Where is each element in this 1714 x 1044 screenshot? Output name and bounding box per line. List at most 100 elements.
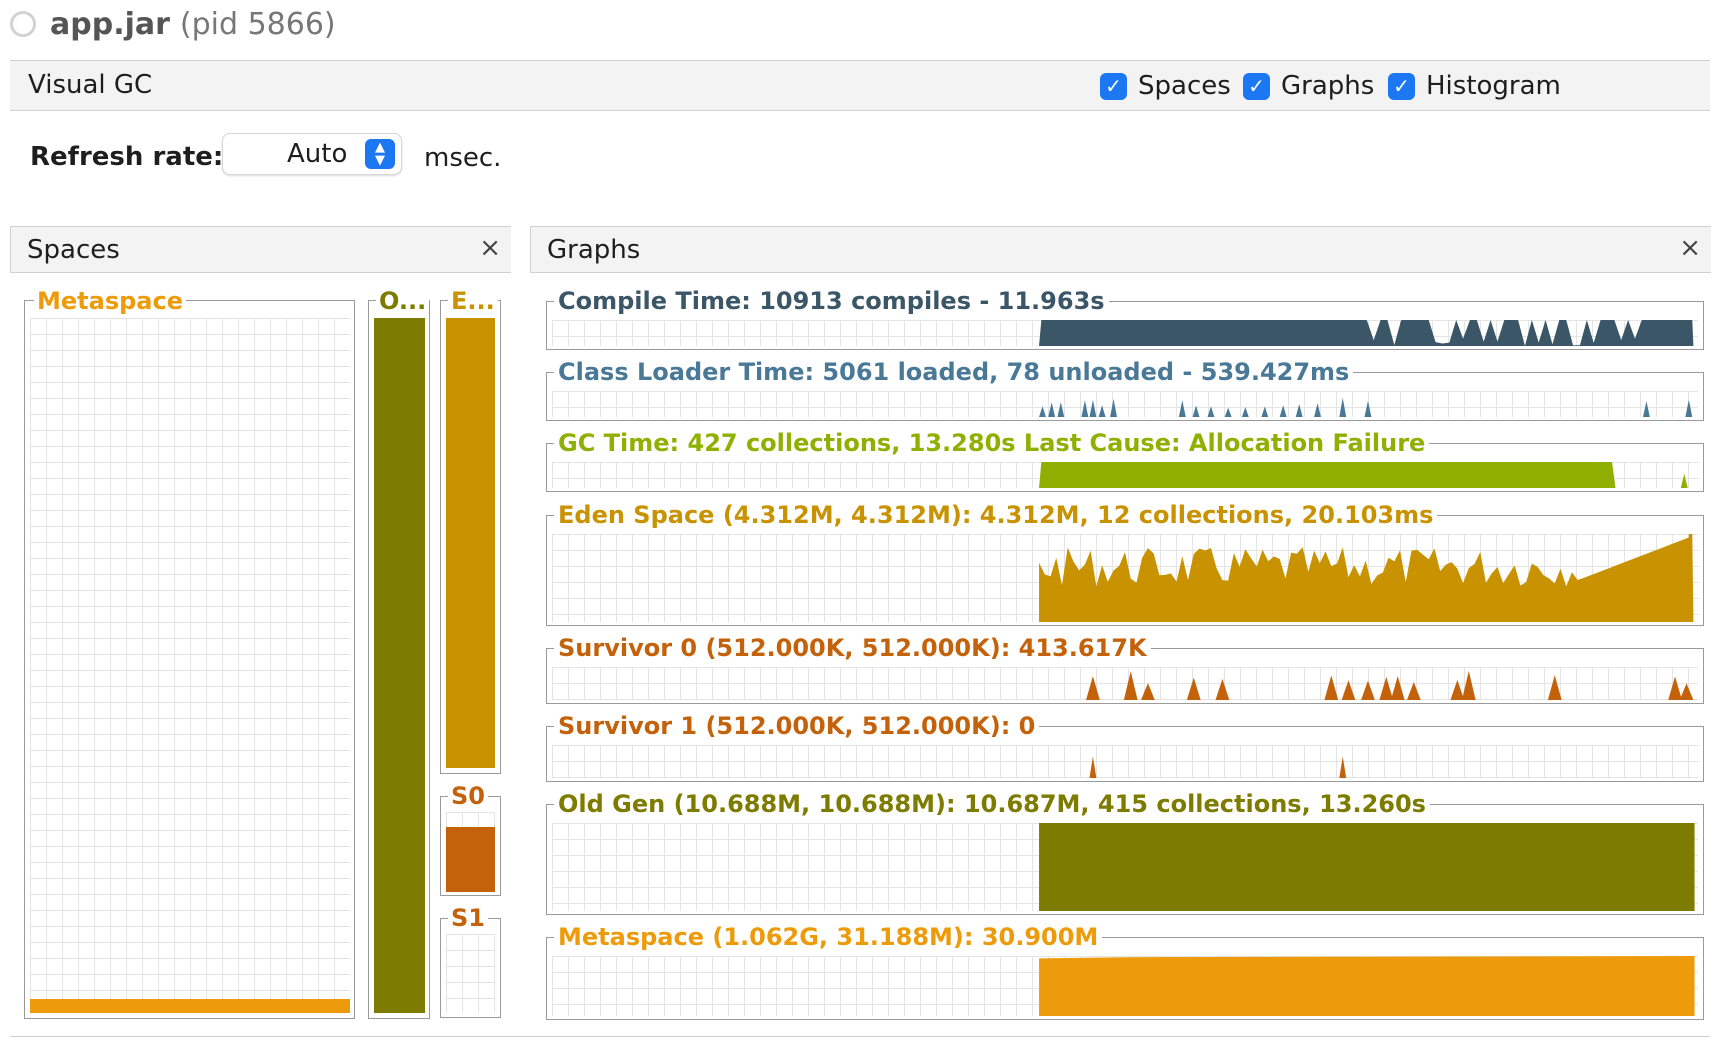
survivor-0-spike [1324, 675, 1339, 700]
survivor-1-spike [1089, 756, 1097, 778]
class-loader-spike [1098, 405, 1106, 417]
old-gen-series [1039, 823, 1695, 911]
survivor-1-space-label: S1 [448, 904, 488, 932]
survivor-0-label: Survivor 0 (512.000K, 512.000K): 413.617… [554, 634, 1151, 662]
survivor-0-graph [546, 648, 1704, 704]
survivor-0-spike [1215, 678, 1230, 700]
survivor-1-plot [552, 745, 1698, 778]
survivor-0-spike [1341, 680, 1356, 700]
close-icon[interactable]: × [479, 233, 501, 263]
survivor-1-spikes [1089, 756, 1347, 778]
class-loader-spike [1207, 406, 1215, 417]
compile-time-plot [552, 320, 1698, 346]
class-loader-spike [1057, 402, 1065, 417]
spaces-panel-title: Spaces [27, 235, 120, 265]
eden-space-series [1039, 534, 1694, 622]
class-loader-spike [1314, 403, 1321, 417]
app-name: app.jar [50, 6, 170, 42]
survivor-0-spike [1086, 676, 1100, 700]
class-loader-time-plot [552, 391, 1698, 417]
survivor-0-plot [552, 667, 1698, 700]
metaspace-plot [552, 956, 1698, 1016]
graphs-panel-title: Graphs [547, 235, 641, 265]
refresh-rate-select[interactable]: Auto ▲ ▼ [222, 133, 402, 175]
survivor-0-spike [1379, 676, 1394, 700]
eden-space-label: Eden Space (4.312M, 4.312M): 4.312M, 12 … [554, 501, 1438, 529]
compile-time-label: Compile Time: 10913 compiles - 11.963s [554, 287, 1109, 315]
class-loader-time-graph [546, 372, 1704, 421]
class-loader-spike [1241, 407, 1249, 417]
checkmark-icon: ✓ [1100, 72, 1127, 100]
graphs-checkbox[interactable]: ✓ Graphs [1243, 71, 1374, 101]
class-loader-spike [1110, 398, 1117, 417]
spaces-checkbox[interactable]: ✓ Spaces [1100, 71, 1231, 101]
survivor-0-grid [446, 812, 495, 892]
refresh-rate-label: Refresh rate: [30, 142, 224, 172]
checkbox-label: Graphs [1281, 71, 1375, 101]
class-loader-spike [1295, 404, 1303, 417]
metaspace-fill [30, 999, 350, 1013]
old-gen-fill [374, 318, 425, 1013]
survivor-1-graph [546, 726, 1704, 782]
class-loader-spikes [1039, 397, 1693, 417]
survivor-0-spike [1406, 681, 1421, 700]
class-loader-spike [1279, 405, 1287, 417]
survivor-1-spike [1339, 756, 1347, 778]
window-title: app.jar (pid 5866) [10, 6, 336, 42]
metaspace-area [1039, 956, 1695, 1016]
old-gen-label: Old Gen (10.688M, 10.688M): 10.687M, 415… [554, 790, 1430, 818]
gc-time-spike [1680, 473, 1688, 488]
survivor-1-label: Survivor 1 (512.000K, 512.000K): 0 [554, 712, 1040, 740]
toolbar-title: Visual GC [28, 70, 153, 100]
refresh-rate-value: Auto [287, 139, 348, 169]
checkbox-label: Spaces [1138, 71, 1231, 101]
class-loader-spike [1048, 402, 1056, 417]
old-gen-plot [552, 823, 1698, 911]
eden-grid [446, 318, 495, 768]
refresh-unit-label: msec. [424, 143, 502, 173]
metaspace-series [1039, 956, 1695, 1016]
survivor-0-spike [1679, 683, 1694, 700]
metaspace-grid [30, 318, 350, 1013]
stepper-arrows-icon: ▲ ▼ [365, 139, 395, 169]
eden-space-plot [552, 534, 1698, 622]
graphs-panel-header: Graphs × [530, 226, 1711, 273]
class-loader-spike [1224, 407, 1232, 417]
eden-space-graph [546, 515, 1704, 626]
class-loader-spike [1081, 400, 1089, 417]
checkmark-icon: ✓ [1388, 72, 1415, 100]
histogram-checkbox[interactable]: ✓ Histogram [1388, 71, 1561, 101]
class-loader-spike [1642, 401, 1650, 417]
class-loader-spike [1192, 405, 1200, 417]
old-gen-space-label: O... [376, 287, 430, 315]
class-loader-spike [1089, 399, 1097, 417]
survivor-0-spike [1390, 676, 1405, 700]
gc-time-plot [552, 462, 1698, 488]
old-gen-area [1039, 823, 1695, 911]
survivor-0-spike [1461, 670, 1476, 700]
metaspace-graph [546, 937, 1704, 1020]
close-icon[interactable]: × [1679, 233, 1701, 263]
survivor-0-spike [1547, 675, 1562, 700]
survivor-0-space-label: S0 [448, 782, 488, 810]
spaces-panel-header: Spaces × [10, 226, 511, 273]
visual-gc-toolbar: Visual GC ✓ Spaces ✓ Graphs ✓ Histogram [10, 60, 1710, 111]
eden-space-area [1039, 534, 1694, 622]
status-ring-icon [10, 11, 36, 37]
class-loader-time-label: Class Loader Time: 5061 loaded, 78 unloa… [554, 358, 1354, 386]
gc-time-area [1039, 462, 1688, 488]
compile-time-area [1039, 320, 1694, 346]
bottom-divider [10, 1036, 1710, 1037]
metaspace-space-label: Metaspace [34, 287, 186, 315]
old-gen-graph [546, 804, 1704, 915]
eden-fill [446, 318, 495, 768]
gc-time-graph [546, 443, 1704, 492]
survivor-0-spikes [1086, 670, 1694, 700]
checkbox-label: Histogram [1426, 71, 1561, 101]
survivor-0-spike [1450, 679, 1465, 700]
survivor-0-spike [1123, 671, 1138, 700]
survivor-1-grid [446, 934, 495, 1013]
eden-space-label: E... [448, 287, 498, 315]
metaspace-label: Metaspace (1.062G, 31.188M): 30.900M [554, 923, 1103, 951]
survivor-0-spike [1668, 676, 1682, 700]
